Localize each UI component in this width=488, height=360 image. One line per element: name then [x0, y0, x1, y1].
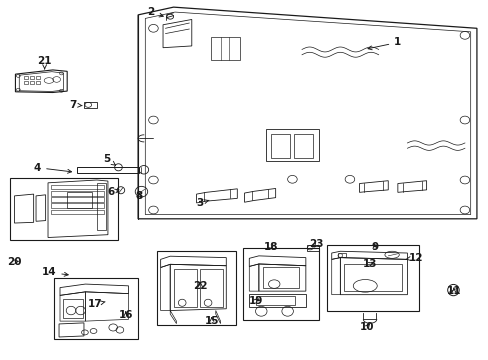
Text: 7: 7	[69, 100, 82, 110]
Bar	[77, 167, 139, 173]
Bar	[293, 134, 312, 158]
Bar	[157, 251, 235, 325]
Bar	[30, 76, 34, 79]
Text: 11: 11	[446, 286, 460, 296]
Text: 9: 9	[370, 242, 378, 252]
Text: 8: 8	[135, 191, 142, 201]
Bar	[306, 245, 318, 251]
Text: 21: 21	[38, 56, 52, 69]
Bar	[24, 81, 28, 84]
Bar	[36, 76, 40, 79]
Bar	[67, 192, 92, 208]
Text: 23: 23	[309, 239, 324, 249]
Bar	[36, 81, 40, 84]
Text: 10: 10	[359, 323, 373, 333]
Bar	[344, 264, 401, 291]
Text: 6: 6	[107, 187, 119, 197]
Text: 14: 14	[41, 267, 68, 278]
Text: 20: 20	[7, 257, 21, 267]
Bar	[84, 102, 97, 108]
Bar	[173, 269, 196, 307]
Bar	[200, 269, 223, 307]
Text: 3: 3	[196, 198, 208, 208]
Text: 12: 12	[405, 253, 423, 262]
Bar	[51, 203, 104, 207]
Bar	[265, 129, 318, 161]
Text: 17: 17	[87, 299, 105, 309]
Text: 1: 1	[367, 37, 401, 50]
Bar	[326, 245, 418, 311]
Text: 19: 19	[248, 296, 263, 306]
Text: 2: 2	[147, 8, 163, 17]
Bar	[256, 296, 294, 305]
Text: 13: 13	[362, 259, 377, 269]
Bar	[51, 185, 104, 189]
Text: 16: 16	[118, 310, 133, 320]
Text: 5: 5	[102, 154, 115, 165]
Bar	[30, 81, 34, 84]
Bar	[54, 278, 138, 339]
Bar	[63, 299, 82, 318]
Text: 18: 18	[263, 242, 278, 252]
Bar	[270, 134, 289, 158]
Bar	[210, 37, 239, 60]
Bar	[337, 253, 345, 257]
Text: 22: 22	[193, 281, 207, 291]
Bar	[51, 191, 104, 195]
Bar	[243, 248, 318, 320]
Text: 4: 4	[34, 163, 71, 173]
Bar	[24, 76, 28, 79]
Bar	[51, 210, 104, 214]
Text: 15: 15	[204, 316, 219, 326]
Bar	[10, 178, 117, 240]
Bar	[97, 183, 106, 230]
Bar	[51, 197, 104, 202]
Bar	[262, 267, 298, 288]
